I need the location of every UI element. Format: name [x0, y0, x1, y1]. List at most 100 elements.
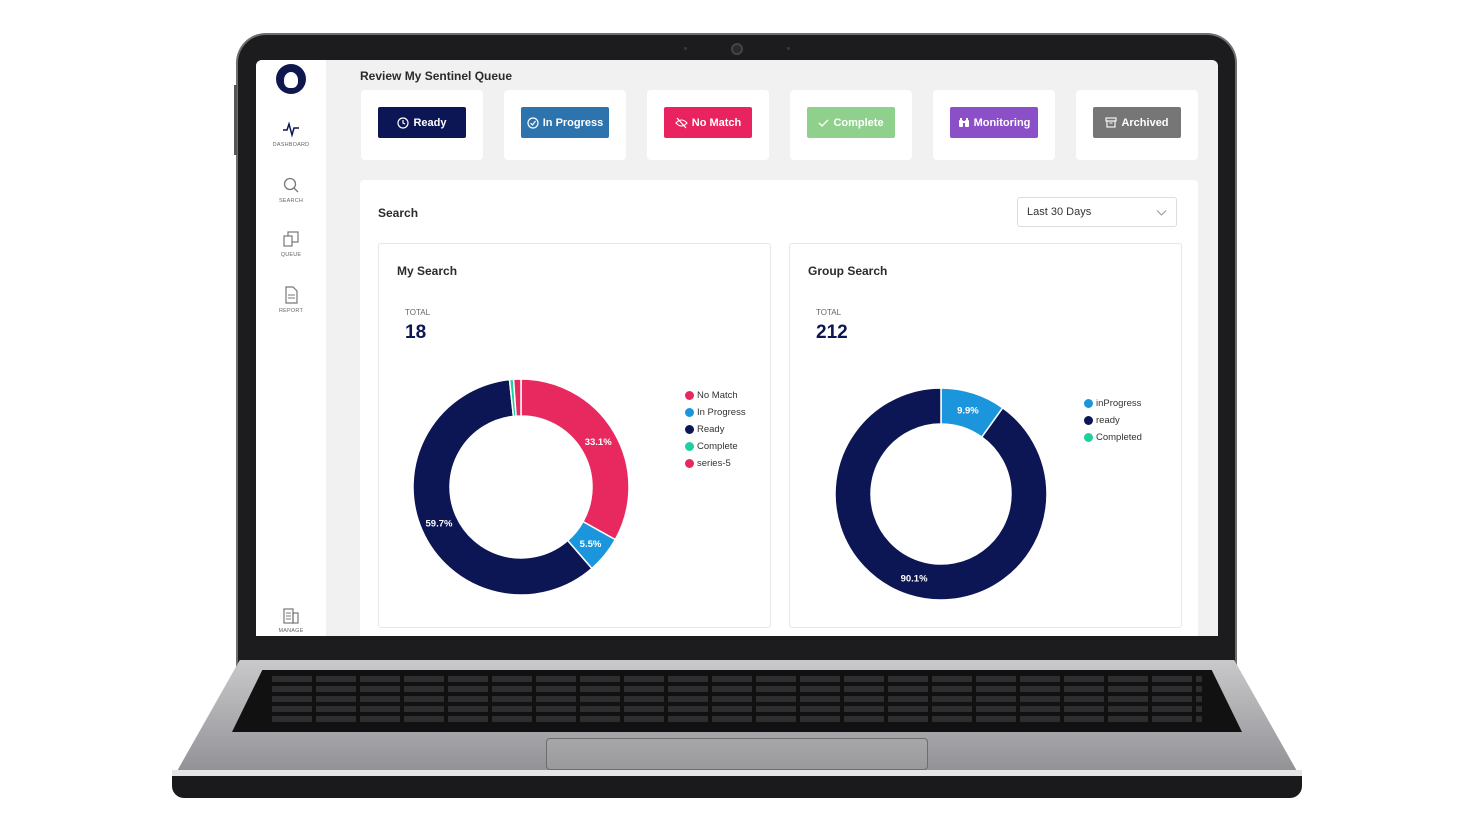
my-search-legend-item-ready[interactable]: Ready — [685, 421, 746, 438]
my-search-legend-item-complete[interactable]: Complete — [685, 438, 746, 455]
date-range-select[interactable]: Last 30 Days — [1017, 197, 1177, 227]
sidebar-item-report[interactable]: REPORT — [256, 286, 326, 314]
my-search-legend-marker-ready — [685, 425, 694, 434]
screen: DASHBOARD SEARCH QUEUE REPORT MANAGE Rev… — [256, 60, 1218, 636]
monitoring-button[interactable]: Monitoring — [950, 107, 1038, 138]
group-search-legend-item-completed[interactable]: Completed — [1084, 429, 1142, 446]
page-title: Review My Sentinel Queue — [360, 69, 513, 83]
laptop-bottom — [172, 776, 1302, 798]
my-search-legend-marker-no-match — [685, 391, 694, 400]
app-logo[interactable] — [276, 64, 306, 94]
status-card-monitoring: Monitoring — [933, 90, 1055, 160]
my-search-total-value: 18 — [405, 322, 427, 343]
monitoring-button-label: Monitoring — [973, 116, 1031, 129]
laptop-hinge — [234, 85, 237, 155]
key-row — [272, 716, 1202, 722]
in-progress-button-label: In Progress — [542, 116, 604, 129]
building-icon — [283, 608, 299, 624]
group-search-total-label: TOTAL — [816, 308, 842, 317]
group-search-legend-marker-inprogress — [1084, 399, 1093, 408]
check-icon — [818, 119, 829, 127]
my-search-legend-label-series-5: series-5 — [697, 458, 731, 469]
status-card-no-match: No Match — [647, 90, 769, 160]
sidebar-item-queue[interactable]: QUEUE — [256, 230, 326, 258]
ready-button-label: Ready — [413, 116, 447, 129]
ready-button[interactable]: Ready — [378, 107, 466, 138]
key-row — [272, 706, 1202, 712]
my-search-slice-no-match[interactable] — [520, 378, 630, 541]
group-search-slice-label-ready: 90.1% — [901, 573, 928, 584]
sidebar-item-label: REPORT — [278, 308, 304, 314]
sidebar-item-dashboard[interactable]: DASHBOARD — [256, 120, 326, 148]
group-search-total-value: 212 — [816, 322, 848, 343]
sidebar-item-label: MANAGE — [278, 628, 304, 634]
group-search-legend-marker-ready — [1084, 416, 1093, 425]
chevron-down-icon — [1156, 210, 1167, 216]
group-search-legend-label-ready: ready — [1096, 415, 1120, 426]
my-search-legend-label-ready: Ready — [697, 424, 725, 435]
group-search-legend-marker-completed — [1084, 433, 1093, 442]
my-search-donut-chart: 33.1% 5.5% 59.7% — [412, 378, 630, 596]
status-card-archived: Archived — [1076, 90, 1198, 160]
in-progress-button[interactable]: In Progress — [521, 107, 609, 138]
eye-off-icon — [675, 117, 688, 128]
status-card-ready: Ready — [361, 90, 483, 160]
group-search-legend-item-ready[interactable]: ready — [1084, 412, 1142, 429]
sidebar-item-manage[interactable]: MANAGE — [256, 606, 326, 634]
my-search-legend-label-complete: Complete — [697, 441, 738, 452]
key-row — [272, 696, 1202, 702]
binoculars-icon — [958, 118, 969, 127]
my-search-legend-marker-complete — [685, 442, 694, 451]
my-search-total-label: TOTAL — [405, 308, 431, 317]
group-search-card: Group Search TOTAL 212 9.9% 90.1% inProgr… — [789, 243, 1182, 628]
archive-icon — [1105, 117, 1118, 128]
status-card-in-progress: In Progress — [504, 90, 626, 160]
group-search-legend-label-completed: Completed — [1096, 432, 1142, 443]
no-match-button[interactable]: No Match — [664, 107, 752, 138]
pulse-icon — [283, 121, 299, 138]
my-search-slice-ready[interactable] — [412, 378, 593, 596]
complete-button-label: Complete — [833, 116, 884, 129]
sidebar-item-label: DASHBOARD — [272, 142, 310, 148]
my-search-slice-series-5[interactable] — [512, 378, 522, 417]
my-search-legend-marker-in-progress — [685, 408, 694, 417]
archived-button[interactable]: Archived — [1093, 107, 1181, 138]
queue-icon — [283, 231, 299, 247]
my-search-legend-marker-series-5 — [685, 459, 694, 468]
sidebar: DASHBOARD SEARCH QUEUE REPORT MANAGE — [256, 60, 326, 636]
laptop-base — [172, 660, 1302, 798]
my-search-legend-item-series-5[interactable]: series-5 — [685, 455, 746, 472]
key-row — [272, 676, 1202, 682]
sidebar-item-label: SEARCH — [278, 198, 304, 204]
my-search-legend-item-in-progress[interactable]: In Progress — [685, 404, 746, 421]
my-search-slice-label-ready: 59.7% — [426, 518, 453, 529]
webcam-sensor — [787, 47, 790, 50]
complete-button[interactable]: Complete — [807, 107, 895, 138]
my-search-legend-label-in-progress: In Progress — [697, 407, 746, 418]
sidebar-item-search[interactable]: SEARCH — [256, 176, 326, 204]
laptop-edge — [172, 770, 1302, 778]
search-panel: Search Last 30 Days My Search TOTAL 18 3… — [360, 180, 1198, 636]
status-card-complete: Complete — [790, 90, 912, 160]
webcam — [731, 43, 743, 55]
group-search-slice-ready[interactable] — [834, 387, 1048, 601]
archived-button-label: Archived — [1121, 116, 1169, 129]
group-search-slice-label-inprogress: 9.9% — [957, 406, 979, 417]
check-circle-icon — [527, 116, 539, 129]
webcam-sensor — [684, 47, 687, 50]
sidebar-item-label: QUEUE — [280, 252, 302, 258]
group-search-legend: inProgress ready Completed — [1084, 395, 1142, 446]
my-search-title: My Search — [397, 264, 458, 278]
my-search-slice-label-in-progress: 5.5% — [580, 539, 602, 550]
search-section-title: Search — [378, 206, 419, 220]
no-match-button-label: No Match — [691, 116, 742, 129]
my-search-legend-item-no-match[interactable]: No Match — [685, 387, 746, 404]
my-search-legend-label-no-match: No Match — [697, 390, 738, 401]
search-icon — [283, 177, 299, 193]
group-search-donut-chart: 9.9% 90.1% — [834, 387, 1048, 601]
group-search-legend-item-inprogress[interactable]: inProgress — [1084, 395, 1142, 412]
my-search-card: My Search TOTAL 18 33.1% 5.5% 59.7% No Mat… — [378, 243, 771, 628]
keyboard — [232, 670, 1242, 732]
date-range-value: Last 30 Days — [1027, 206, 1092, 218]
clock-icon — [397, 116, 410, 129]
